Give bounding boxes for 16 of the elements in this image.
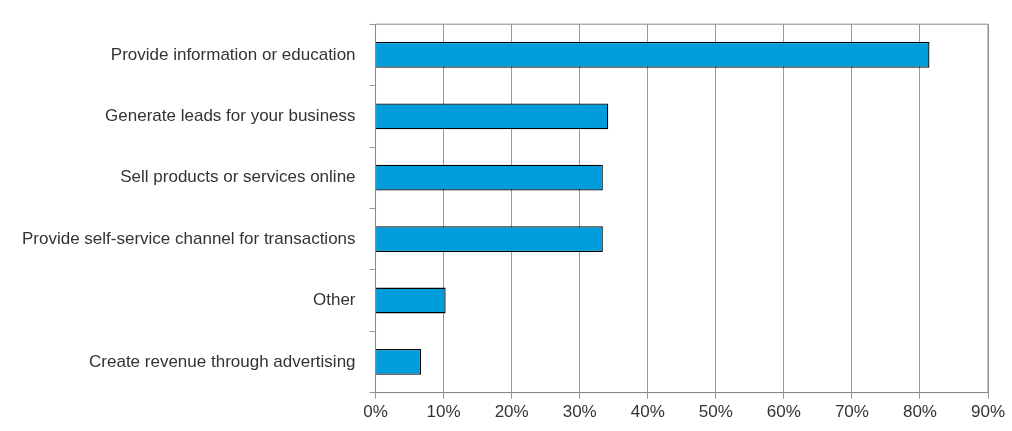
x-tick-label: 90% xyxy=(970,402,1006,422)
x-tick-label: 20% xyxy=(494,402,529,422)
y-tick-label: Provide information or education xyxy=(110,44,356,64)
x-tick-label: 40% xyxy=(630,402,665,422)
y-tick-label: Sell products or services online xyxy=(120,167,356,187)
x-tick-label: 60% xyxy=(766,402,801,422)
x-tick-label: 10% xyxy=(426,402,461,422)
x-tick-label: 70% xyxy=(834,402,869,422)
x-tick-label: 50% xyxy=(698,402,733,422)
x-tick-label: 80% xyxy=(902,402,937,422)
y-tick-label: Provide self-service channel for transactions xyxy=(22,228,356,248)
y-tick-label: Other xyxy=(313,290,356,310)
y-tick-label: Create revenue through advertising xyxy=(89,351,356,371)
y-tick-label: Generate leads for your business xyxy=(105,105,356,125)
x-tick-label: 30% xyxy=(562,402,597,422)
x-tick-label: 0% xyxy=(363,402,388,422)
